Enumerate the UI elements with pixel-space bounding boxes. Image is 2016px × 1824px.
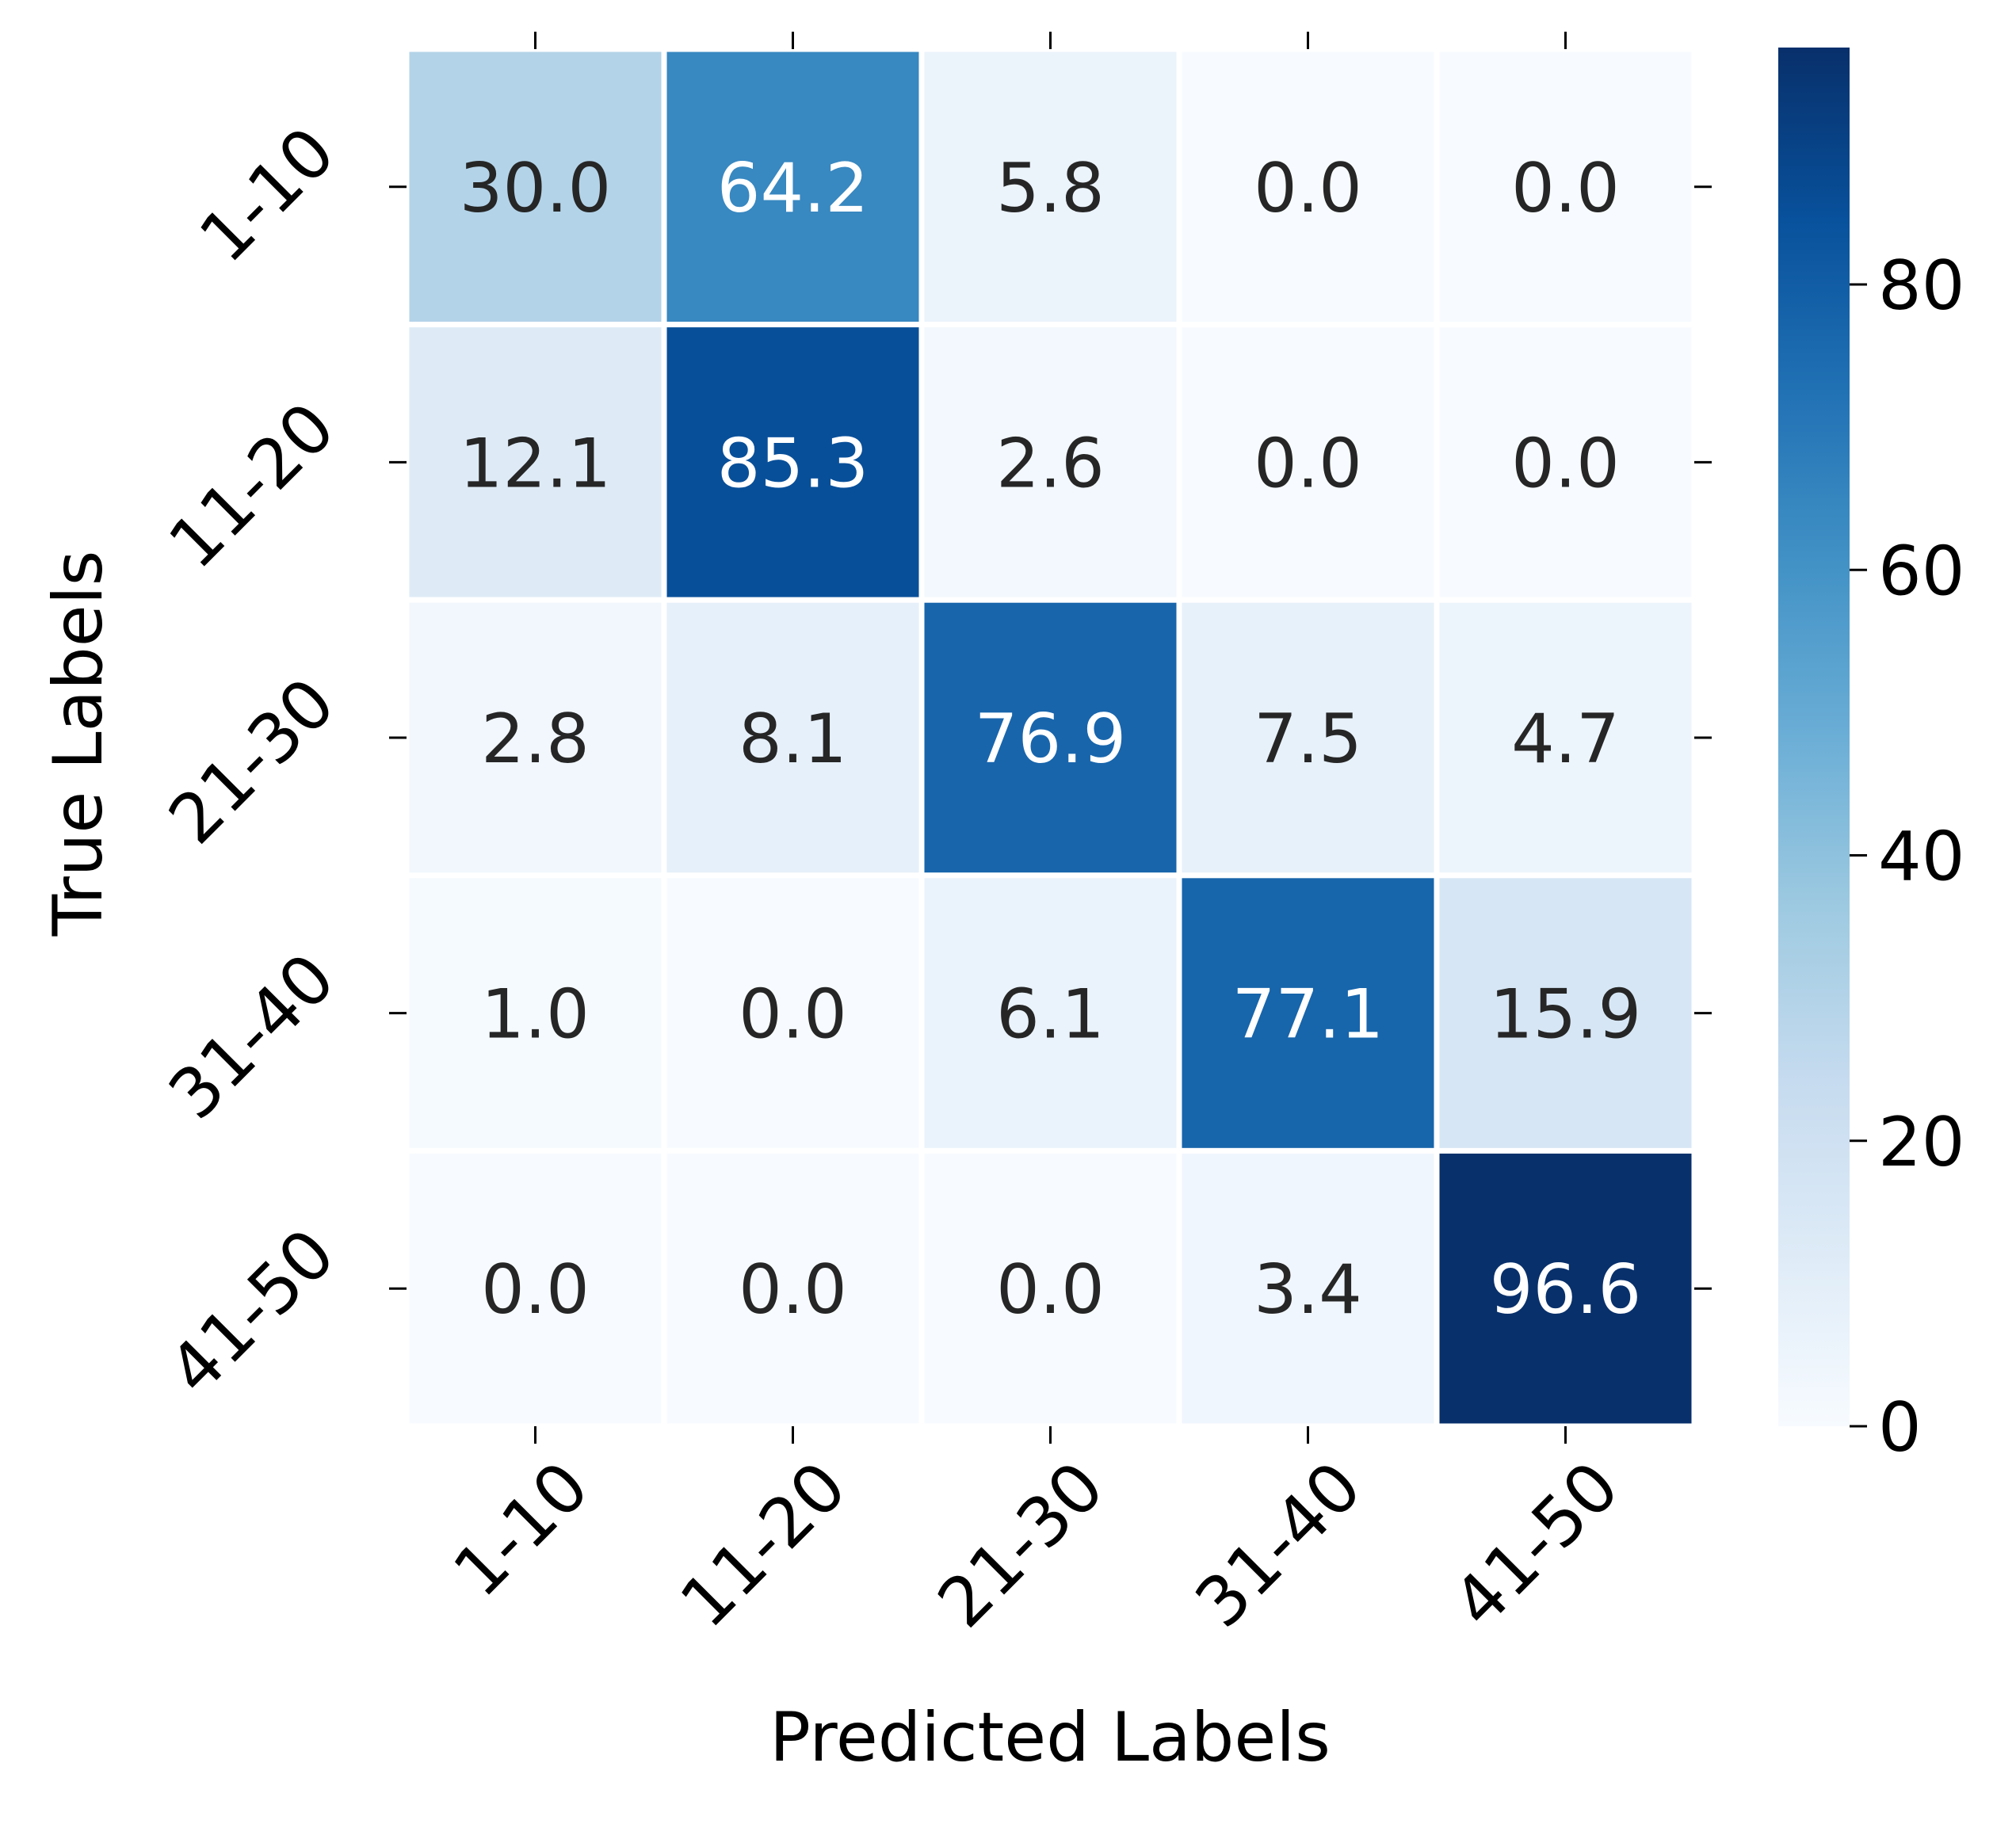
y-tick-label: 11-20 <box>154 388 349 584</box>
cell-value-label: 76.9 <box>975 700 1126 779</box>
colorbar <box>1778 48 1850 1426</box>
colorbar-tick-label: 80 <box>1878 246 1964 326</box>
cell-value-label: 0.0 <box>1511 149 1620 228</box>
x-tick-label: 11-20 <box>666 1447 861 1643</box>
x-tick-label: 41-50 <box>1438 1447 1634 1643</box>
cell-value-label: 64.2 <box>717 149 869 228</box>
heatmap-cell <box>1176 597 1440 879</box>
heatmap-cell <box>661 1147 925 1429</box>
cell-value-label: 96.6 <box>1490 1250 1641 1330</box>
cell-value-label: 2.8 <box>481 700 590 779</box>
x-tick-label: 31-40 <box>1181 1447 1376 1643</box>
colorbar-tick-label: 20 <box>1878 1103 1964 1182</box>
cell-value-label: 3.4 <box>1254 1250 1362 1330</box>
colorbar-gradient <box>1778 48 1850 1426</box>
x-tick-label: 21-30 <box>923 1447 1119 1643</box>
heatmap-cell <box>918 1147 1182 1429</box>
cell-value-label: 77.1 <box>1232 975 1384 1055</box>
cell-value-label: 0.0 <box>739 1250 847 1330</box>
y-tick-label: 31-40 <box>154 939 349 1135</box>
y-tick-label: 21-30 <box>154 663 349 859</box>
cell-value-label: 15.9 <box>1490 975 1641 1055</box>
heatmap-cell <box>1434 322 1697 603</box>
colorbar-tick-label: 0 <box>1878 1388 1922 1467</box>
heatmap-cell <box>403 1147 667 1429</box>
cell-value-label: 85.3 <box>717 424 869 503</box>
cell-value-label: 12.1 <box>460 424 611 503</box>
heatmap-cell <box>661 597 925 879</box>
heatmap-cell <box>1434 872 1697 1154</box>
heatmap-cell <box>918 322 1182 603</box>
cell-value-label: 0.0 <box>1254 149 1362 228</box>
y-tick-label: 1-10 <box>185 113 350 278</box>
colorbar-ticks: 0 20 40 60 80 <box>1850 246 1964 1467</box>
x-tick-label: 1-10 <box>439 1447 605 1612</box>
heatmap-cell <box>918 872 1182 1154</box>
heatmap-cells: 30.0 64.2 5.8 0.0 0.0 12.1 85.3 2.6 0.0 0.0 2.8 8.1… <box>403 46 1697 1429</box>
cell-value-label: 2.6 <box>996 424 1105 503</box>
cell-value-label: 0.0 <box>996 1250 1105 1330</box>
y-axis-title: True Labels <box>39 551 118 937</box>
cell-value-label: 1.0 <box>481 975 590 1055</box>
cell-value-label: 4.7 <box>1511 700 1620 779</box>
cell-value-label: 8.1 <box>739 700 847 779</box>
heatmap-cell <box>403 46 667 328</box>
cell-value-label: 30.0 <box>460 149 611 228</box>
y-tick-label: 41-50 <box>154 1214 349 1410</box>
heatmap-cell <box>1176 872 1440 1154</box>
cell-value-label: 6.1 <box>996 975 1105 1055</box>
cell-value-label: 0.0 <box>481 1250 590 1330</box>
heatmap-cell <box>661 46 925 328</box>
cell-value-label: 0.0 <box>1254 424 1362 503</box>
cell-value-label: 5.8 <box>996 149 1105 228</box>
cell-value-label: 0.0 <box>739 975 847 1055</box>
heatmap-cell <box>661 872 925 1154</box>
cell-value-label: 0.0 <box>1511 424 1620 503</box>
cell-value-label: 7.5 <box>1254 700 1362 779</box>
colorbar-tick-label: 60 <box>1878 532 1964 611</box>
x-axis-title: Predicted Labels <box>769 1698 1331 1777</box>
colorbar-tick-label: 40 <box>1878 818 1964 897</box>
